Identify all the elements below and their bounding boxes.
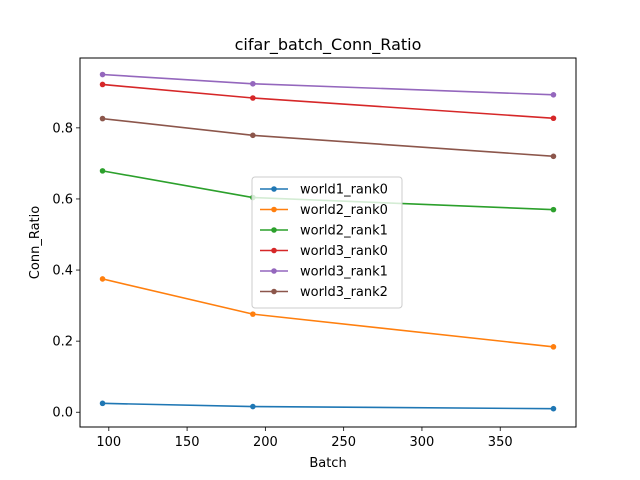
data-point-world3_rank2 xyxy=(250,132,256,139)
data-point-world2_rank0 xyxy=(250,311,256,317)
legend-label: world3_rank2 xyxy=(300,285,388,300)
x-tick-label: 350 xyxy=(488,435,513,450)
legend-box xyxy=(251,176,403,309)
legend-marker-world2_rank0 xyxy=(271,206,277,213)
data-point-world3_rank0 xyxy=(250,95,256,101)
legend: world1_rank0 world2_rank0 world2_rank1worl… xyxy=(251,176,403,309)
data-point-world3_rank1 xyxy=(250,80,256,87)
legend-label: world1_rank0 xyxy=(300,183,388,198)
x-tick-label: 300 xyxy=(410,435,435,450)
x-axis: 100 150 200 250 300 350 xyxy=(96,427,513,450)
legend-label: world3_rank0 xyxy=(300,244,388,259)
data-point-world2_rank1 xyxy=(99,168,106,174)
data-point-world3_rank0 xyxy=(550,115,557,122)
legend-marker-world2_rank1 xyxy=(271,227,277,233)
y-tick-label: 0.6 xyxy=(52,192,73,207)
data-point-world1_rank0 xyxy=(550,405,557,412)
legend-label: world2_rank1 xyxy=(300,224,388,239)
data-point-world2_rank0 xyxy=(550,344,557,350)
data-point-world2_rank1 xyxy=(550,206,557,213)
data-point-world1_rank0 xyxy=(250,403,256,410)
legend-marker-world3_rank1 xyxy=(271,268,277,274)
x-tick-label: 100 xyxy=(96,435,121,450)
data-point-world3_rank1 xyxy=(99,71,106,78)
x-tick-label: 200 xyxy=(253,435,278,450)
data-point-world3_rank2 xyxy=(99,115,106,122)
legend-marker-world3_rank2 xyxy=(271,288,277,295)
legend-label: world3_rank1 xyxy=(300,265,388,280)
data-point-world1_rank0 xyxy=(99,400,106,407)
y-tick-label: 0.2 xyxy=(52,335,73,350)
y-tick-label: 0.4 xyxy=(52,264,73,279)
data-point-world3_rank1 xyxy=(550,91,557,98)
y-axis-label: Conn_Ratio xyxy=(28,206,43,279)
data-point-world3_rank0 xyxy=(99,81,106,88)
x-tick-label: 150 xyxy=(175,435,200,450)
legend-marker-world1_rank0 xyxy=(271,186,277,192)
x-axis-label: Batch xyxy=(309,456,346,471)
plot-frame xyxy=(79,57,577,428)
data-point-world3_rank2 xyxy=(550,153,557,160)
data-point-world2_rank0 xyxy=(99,276,106,282)
y-tick-label: 0.0 xyxy=(52,406,73,421)
x-tick-label: 250 xyxy=(331,435,356,450)
legend-label: world2_rank0 xyxy=(300,203,388,218)
chart-title: cifar_batch_Conn_Ratio xyxy=(235,35,422,55)
y-tick-label: 0.8 xyxy=(52,121,73,136)
legend-marker-world3_rank0 xyxy=(271,247,277,254)
y-axis: 0.0 0.2 0.4 0.6 0.8 xyxy=(52,121,80,421)
